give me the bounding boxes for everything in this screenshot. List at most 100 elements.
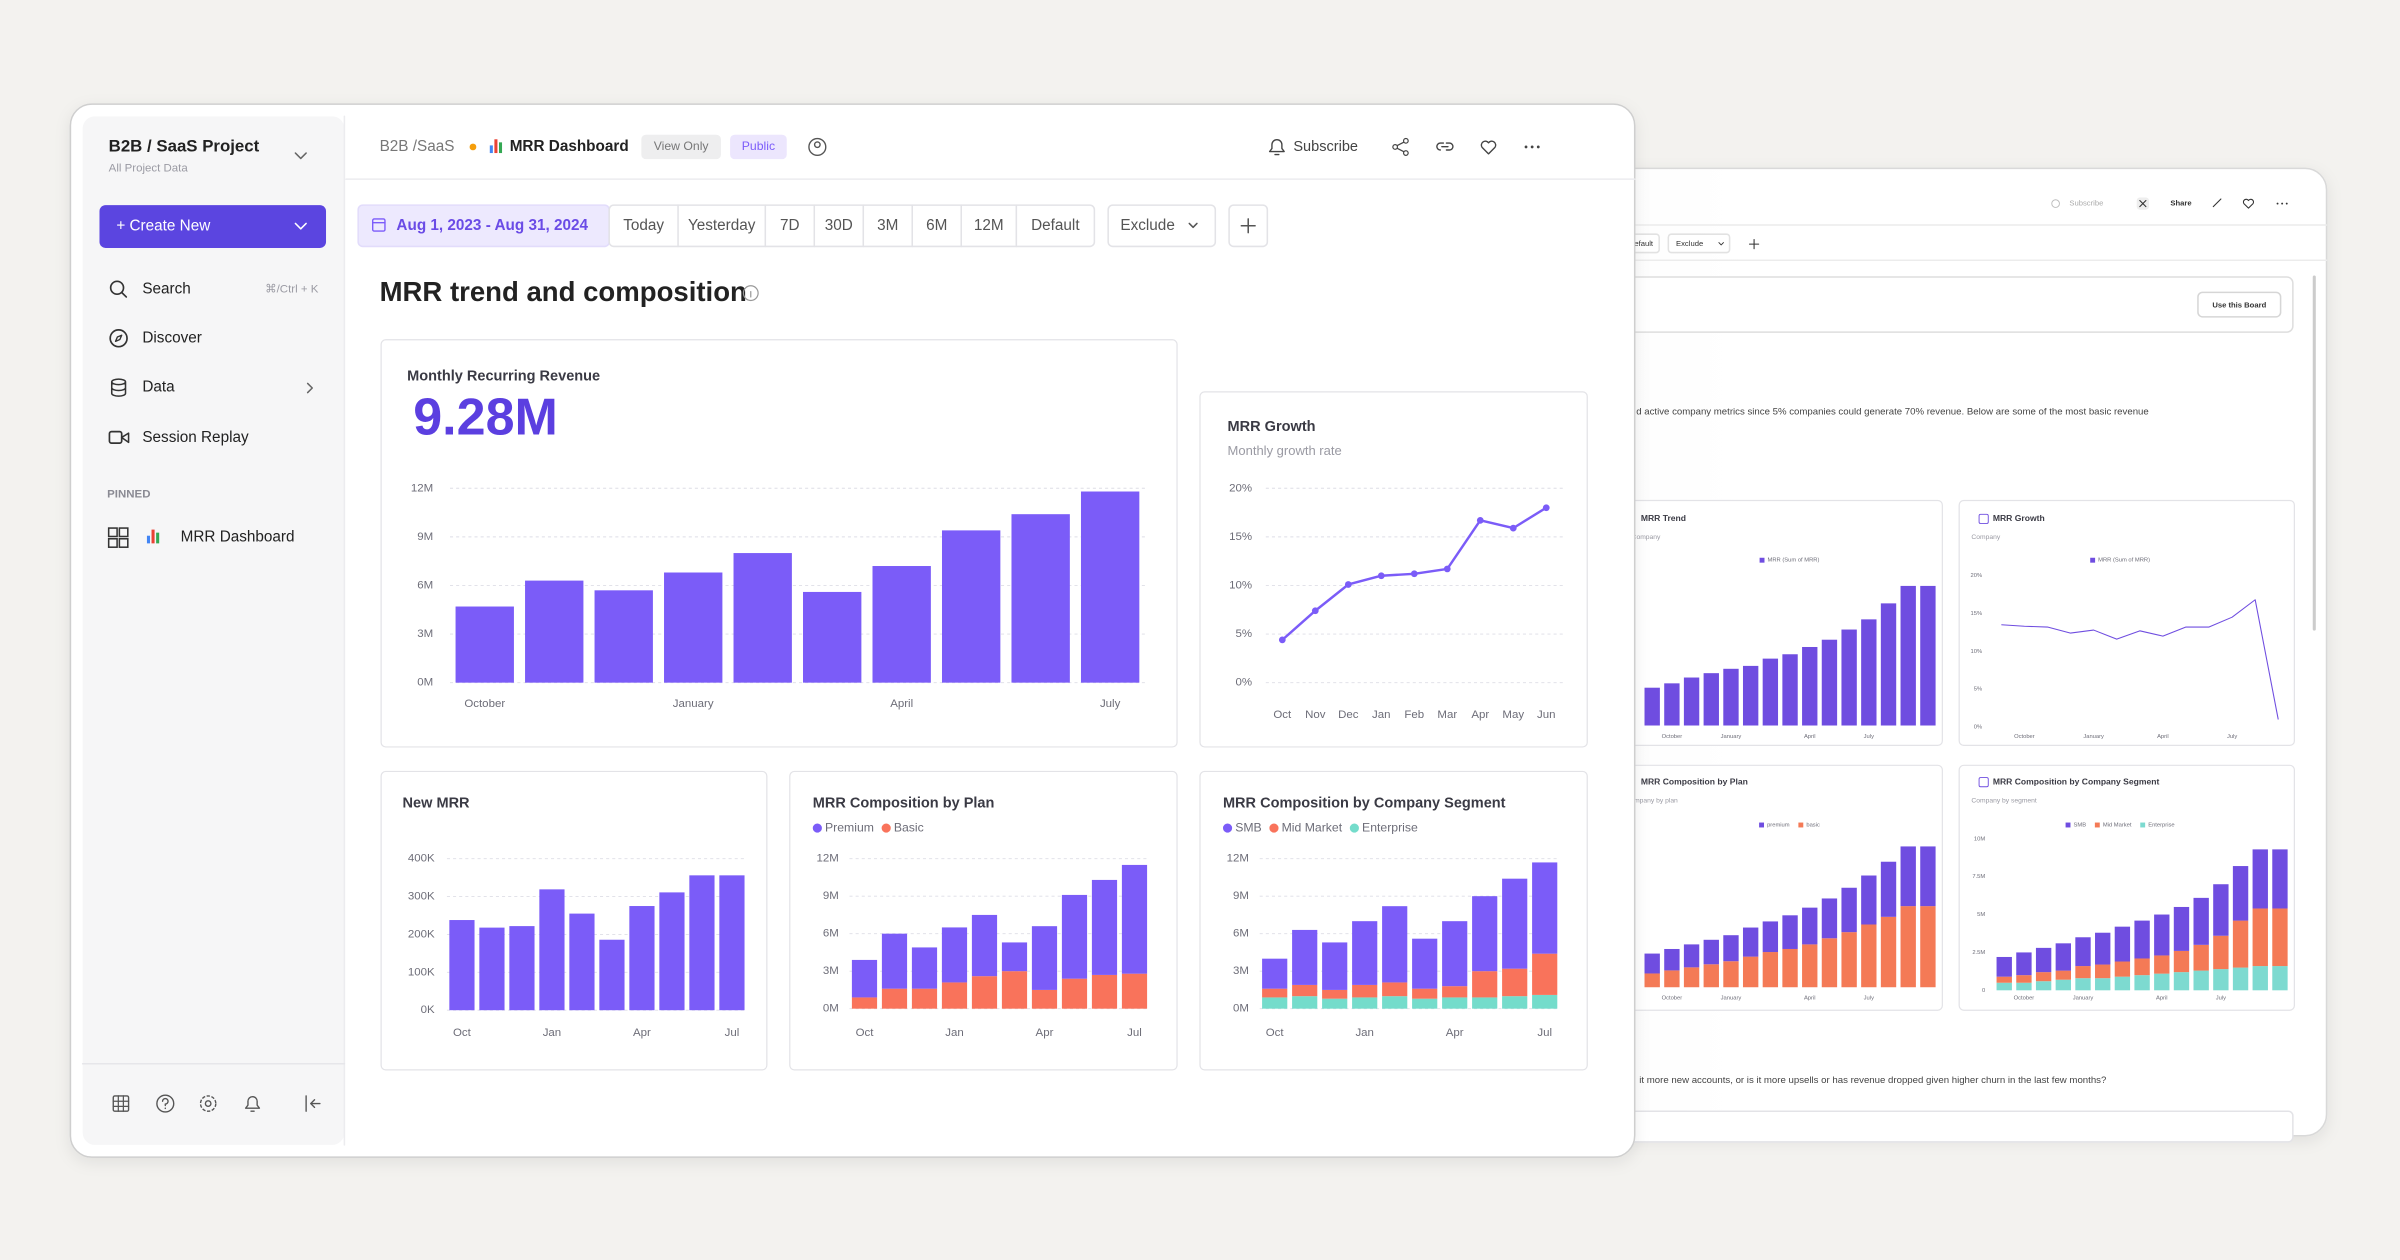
x-tick-label: Apr bbox=[633, 1027, 651, 1039]
line-marker bbox=[1377, 572, 1385, 580]
range-button[interactable]: 30D bbox=[825, 217, 853, 234]
y-tick-label: 9M bbox=[417, 531, 433, 543]
pinned-item[interactable]: MRR Dashboard bbox=[181, 528, 295, 545]
chart-subtitle: Company by segment bbox=[1971, 797, 2036, 804]
x-tick-label: January bbox=[1721, 995, 1742, 1001]
y-tick-label: 0% bbox=[1974, 725, 1982, 731]
bar-segment bbox=[1782, 915, 1798, 949]
bar bbox=[539, 889, 565, 1011]
bar bbox=[1723, 668, 1739, 726]
chart-title: MRR Growth bbox=[1993, 513, 2045, 523]
bar-segment bbox=[1532, 862, 1558, 954]
grid-icon bbox=[107, 538, 118, 548]
create-button[interactable] bbox=[99, 205, 327, 248]
calendar-icon bbox=[372, 218, 386, 232]
y-tick-label: 10% bbox=[1229, 579, 1252, 591]
x-tick-label: July bbox=[2216, 995, 2226, 1001]
x-tick-label: January bbox=[1721, 734, 1742, 740]
grid-icon bbox=[107, 527, 118, 538]
breadcrumb[interactable]: B2B /SaaS bbox=[380, 138, 455, 155]
bar-segment bbox=[1861, 924, 1877, 988]
bar-segment bbox=[851, 959, 878, 998]
replay-icon bbox=[120, 432, 130, 444]
create-label[interactable]: + Create New bbox=[116, 218, 211, 235]
bar-segment bbox=[1382, 996, 1408, 1009]
bar-segment bbox=[1442, 997, 1468, 1009]
bar-segment bbox=[1322, 942, 1348, 990]
bar-segment bbox=[1382, 906, 1408, 983]
x-tick-label: April bbox=[1804, 995, 1816, 1001]
section-heading: PINNED bbox=[107, 488, 150, 500]
legend-label: Enterprise bbox=[1362, 820, 1418, 834]
x-tick-label: October bbox=[1662, 734, 1683, 740]
bar-segment bbox=[881, 933, 908, 989]
bar-segment bbox=[2035, 947, 2052, 973]
badge-label: View Only bbox=[654, 139, 710, 153]
bar-segment bbox=[1292, 984, 1318, 997]
bar-segment bbox=[2173, 906, 2190, 951]
range-button[interactable]: Today bbox=[623, 217, 664, 234]
use-board-label[interactable]: Use this Board bbox=[2212, 300, 2266, 309]
bar-segment bbox=[2213, 935, 2229, 970]
range-button[interactable]: 7D bbox=[780, 217, 800, 234]
exclude-button[interactable]: Exclude bbox=[1676, 239, 1703, 248]
range-button[interactable]: 6M bbox=[926, 217, 947, 234]
range-button[interactable]: 3M bbox=[877, 217, 898, 234]
bar-segment bbox=[2272, 908, 2288, 967]
bar-segment bbox=[1412, 988, 1438, 999]
bar-segment bbox=[1472, 971, 1498, 998]
plus-icon bbox=[1240, 218, 1256, 234]
bar bbox=[1900, 585, 1916, 726]
bar-segment bbox=[1996, 982, 2012, 991]
share-button[interactable]: Share bbox=[2170, 199, 2191, 208]
date-range[interactable]: Aug 1, 2023 - Aug 31, 2024 bbox=[396, 217, 588, 234]
line-marker bbox=[1344, 581, 1352, 588]
range-button[interactable]: Default bbox=[1031, 217, 1080, 234]
bar-segment bbox=[2272, 849, 2288, 909]
legend-label: Basic bbox=[894, 820, 924, 834]
nav-item[interactable]: Session Replay bbox=[142, 429, 249, 446]
sidebar bbox=[82, 116, 345, 1145]
nav-item[interactable]: Search bbox=[142, 280, 190, 297]
exclude-label[interactable]: Exclude bbox=[1120, 217, 1174, 234]
bar-segment bbox=[1644, 973, 1660, 988]
nav-item[interactable]: Discover bbox=[142, 329, 202, 346]
range-button[interactable]: Yesterday bbox=[688, 217, 756, 234]
bar-segment bbox=[2075, 966, 2091, 979]
nav-item[interactable]: Data bbox=[142, 378, 175, 395]
bar-segment bbox=[2252, 966, 2268, 991]
y-tick-label: 0M bbox=[823, 1003, 839, 1015]
y-tick-label: 5% bbox=[1974, 687, 1982, 693]
line-marker bbox=[1278, 636, 1286, 644]
line-series bbox=[2001, 599, 2279, 720]
search-icon bbox=[109, 280, 125, 296]
range-button[interactable]: 12M bbox=[974, 217, 1004, 234]
bar-segment bbox=[1292, 929, 1318, 985]
exclude-button[interactable] bbox=[1107, 204, 1217, 248]
x-tick-label: Jul bbox=[1537, 1027, 1552, 1039]
project-name[interactable]: B2B / SaaS Project bbox=[109, 136, 260, 155]
y-tick-label: 20% bbox=[1971, 573, 1983, 579]
use-board-button[interactable] bbox=[2197, 291, 2282, 318]
subscribe-button[interactable]: Subscribe bbox=[1293, 139, 1358, 155]
bar-segment bbox=[1352, 984, 1378, 998]
bar-segment bbox=[851, 997, 878, 1009]
bar-segment bbox=[2075, 978, 2091, 991]
subscribe-button[interactable]: Subscribe bbox=[2069, 199, 2103, 208]
chart-title: MRR Trend bbox=[1641, 513, 1686, 523]
chart-emoji bbox=[151, 529, 155, 544]
bar bbox=[525, 580, 584, 683]
chart-emoji bbox=[146, 535, 151, 544]
shortcut-hint: ⌘/Ctrl + K bbox=[265, 283, 319, 295]
bar-segment bbox=[2193, 897, 2209, 945]
chart-card bbox=[1199, 391, 1588, 748]
x-tick-label: July bbox=[1100, 698, 1121, 710]
scrollbar bbox=[2312, 275, 2316, 631]
bar-segment bbox=[1996, 956, 2012, 977]
range-group bbox=[608, 204, 1096, 248]
x-tick-label: Nov bbox=[1305, 709, 1326, 721]
y-tick-label: 6M bbox=[823, 928, 839, 940]
more-dot bbox=[1530, 145, 1534, 149]
default-button[interactable]: Default bbox=[1629, 239, 1654, 248]
bar-segment bbox=[1061, 894, 1088, 979]
